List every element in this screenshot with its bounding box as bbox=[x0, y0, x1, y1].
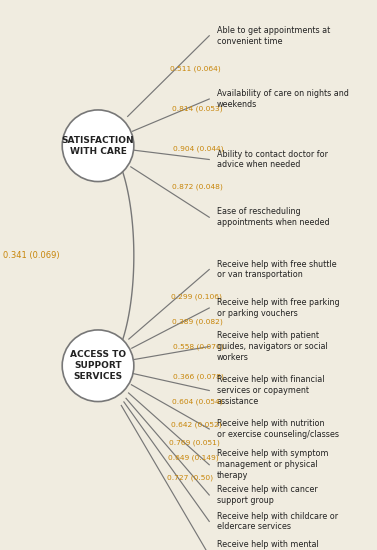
Text: Availability of care on nights and
weekends: Availability of care on nights and weeke… bbox=[217, 89, 349, 109]
Text: Ease of rescheduling
appointments when needed: Ease of rescheduling appointments when n… bbox=[217, 207, 329, 227]
Text: Receive help with childcare or
eldercare services: Receive help with childcare or eldercare… bbox=[217, 512, 338, 531]
Text: Receive help with free parking
or parking vouchers: Receive help with free parking or parkin… bbox=[217, 298, 339, 318]
Text: Receive help with nutrition
or exercise counseling/classes: Receive help with nutrition or exercise … bbox=[217, 419, 339, 439]
Text: 0.389 (0.082): 0.389 (0.082) bbox=[172, 318, 223, 324]
Text: 0.558 (0.070): 0.558 (0.070) bbox=[173, 344, 224, 350]
Text: 0.341 (0.069): 0.341 (0.069) bbox=[3, 251, 60, 260]
Text: 0.769 (0.051): 0.769 (0.051) bbox=[169, 439, 220, 446]
Text: 0.727 (0.50): 0.727 (0.50) bbox=[167, 474, 213, 481]
Ellipse shape bbox=[62, 330, 134, 402]
Text: 0.872 (0.048): 0.872 (0.048) bbox=[172, 184, 222, 190]
Text: 0.642 (0.052): 0.642 (0.052) bbox=[170, 421, 221, 427]
Text: 0.649 (0.149): 0.649 (0.149) bbox=[168, 455, 219, 461]
Text: 0.299 (0.106): 0.299 (0.106) bbox=[171, 294, 222, 300]
Text: 0.904 (0.044): 0.904 (0.044) bbox=[173, 146, 224, 152]
Text: Receive help with symptom
management or physical
therapy: Receive help with symptom management or … bbox=[217, 449, 328, 480]
Text: Receive help with mental
health or psychological
counseling: Receive help with mental health or psych… bbox=[217, 540, 319, 550]
Ellipse shape bbox=[62, 110, 134, 182]
Text: Able to get appointments at
convenient time: Able to get appointments at convenient t… bbox=[217, 26, 330, 46]
Text: Receive help with free shuttle
or van transportation: Receive help with free shuttle or van tr… bbox=[217, 260, 336, 279]
Text: ACCESS TO
SUPPORT
SERVICES: ACCESS TO SUPPORT SERVICES bbox=[70, 350, 126, 381]
Text: Receive help with financial
services or copayment
assistance: Receive help with financial services or … bbox=[217, 375, 324, 406]
Text: Ability to contact doctor for
advice when needed: Ability to contact doctor for advice whe… bbox=[217, 150, 328, 169]
Text: Receive help with patient
guides, navigators or social
workers: Receive help with patient guides, naviga… bbox=[217, 331, 328, 362]
Text: 0.604 (0.054): 0.604 (0.054) bbox=[172, 399, 222, 405]
Text: SATISFACTION
WITH CARE: SATISFACTION WITH CARE bbox=[62, 136, 134, 156]
Text: 0.366 (0.078): 0.366 (0.078) bbox=[173, 373, 224, 380]
Text: Receive help with cancer
support group: Receive help with cancer support group bbox=[217, 485, 317, 505]
Text: 0.814 (0.053): 0.814 (0.053) bbox=[172, 105, 223, 112]
Text: 0.511 (0.064): 0.511 (0.064) bbox=[170, 65, 221, 72]
